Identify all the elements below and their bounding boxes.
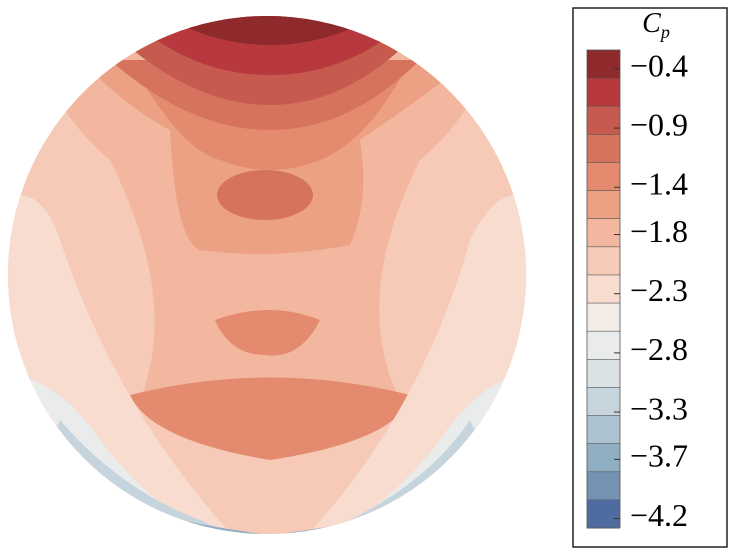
colorbar-band [587,246,620,276]
colorbar-tick-label: −1.4 [630,166,688,202]
colorbar-tick-label: −0.4 [630,47,688,83]
colorbar-title-sub: p [659,22,670,42]
colorbar-band [587,499,620,529]
colorbar-title-main: C [642,8,661,39]
colorbar-band [587,331,620,360]
colorbar-band [587,134,620,163]
colorbar-band [587,274,620,304]
colorbar-band [587,443,620,473]
colorbar-band [587,218,620,248]
colorbar-tick-label: −1.8 [630,213,688,249]
colorbar-tick-label: −2.3 [630,272,688,308]
colorbar: −0.4 −0.9 −1.4 −1.8 −2.3 −2.8 −3.3 −3.7 −4.2 [586,47,688,533]
colorbar-band [587,415,620,445]
colorbar-band [587,106,620,135]
contour-disk [8,16,526,534]
colorbar-band [587,387,620,417]
colorbar-outline [586,49,621,529]
colorbar-frame [572,7,728,548]
colorbar-band [587,78,620,107]
colorbar-tick-label: −0.9 [630,106,688,142]
colorbar-band [587,303,620,332]
colorbar-band [587,190,620,220]
colorbar-tick-label: −4.2 [630,497,688,533]
colorbar-band [587,359,620,388]
colorbar-tick-label: −2.8 [630,331,688,367]
colorbar-band [587,162,620,192]
colorbar-band [587,50,620,79]
colorbar-tick-label: −3.3 [630,390,688,426]
colorbar-tick-label: −3.7 [630,438,688,474]
colorbar-title: Cp [642,8,670,42]
colorbar-band [587,471,620,501]
